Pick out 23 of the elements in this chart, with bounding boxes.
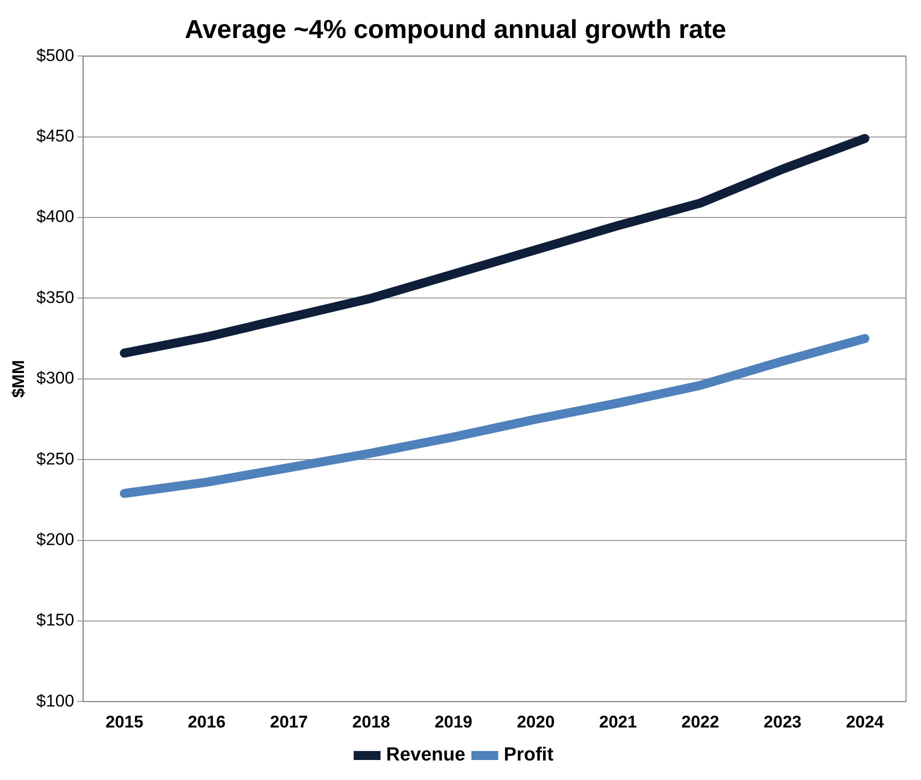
y-tick-label: $450 (36, 126, 74, 146)
y-tick-label: $300 (36, 368, 74, 388)
legend-label: Revenue (386, 744, 466, 766)
x-tick-label: 2015 (105, 712, 144, 732)
x-tick-label: 2017 (270, 712, 308, 732)
x-tick-label: 2020 (516, 712, 555, 732)
y-tick-label: $100 (36, 691, 74, 710)
y-tick-label: $250 (36, 449, 74, 468)
x-tick-label: 2023 (764, 712, 802, 732)
y-axis-title: $MM (8, 360, 28, 398)
y-tick-label: $500 (36, 46, 74, 65)
x-tick-label: 2016 (188, 712, 226, 732)
y-tick-label: $200 (36, 530, 74, 549)
x-tick-label: 2018 (352, 712, 390, 732)
y-tick-label: $350 (36, 288, 74, 307)
legend-label: Profit (504, 744, 554, 766)
x-tick-label: 2022 (681, 712, 720, 732)
x-tick-label: 2024 (846, 712, 884, 732)
y-tick-label: $400 (36, 207, 74, 226)
y-tick-label: $150 (36, 610, 74, 630)
x-tick-label: 2021 (599, 712, 637, 732)
chart-title: Average ~4% compound annual growth rate (184, 14, 726, 44)
x-tick-label: 2019 (434, 712, 472, 732)
